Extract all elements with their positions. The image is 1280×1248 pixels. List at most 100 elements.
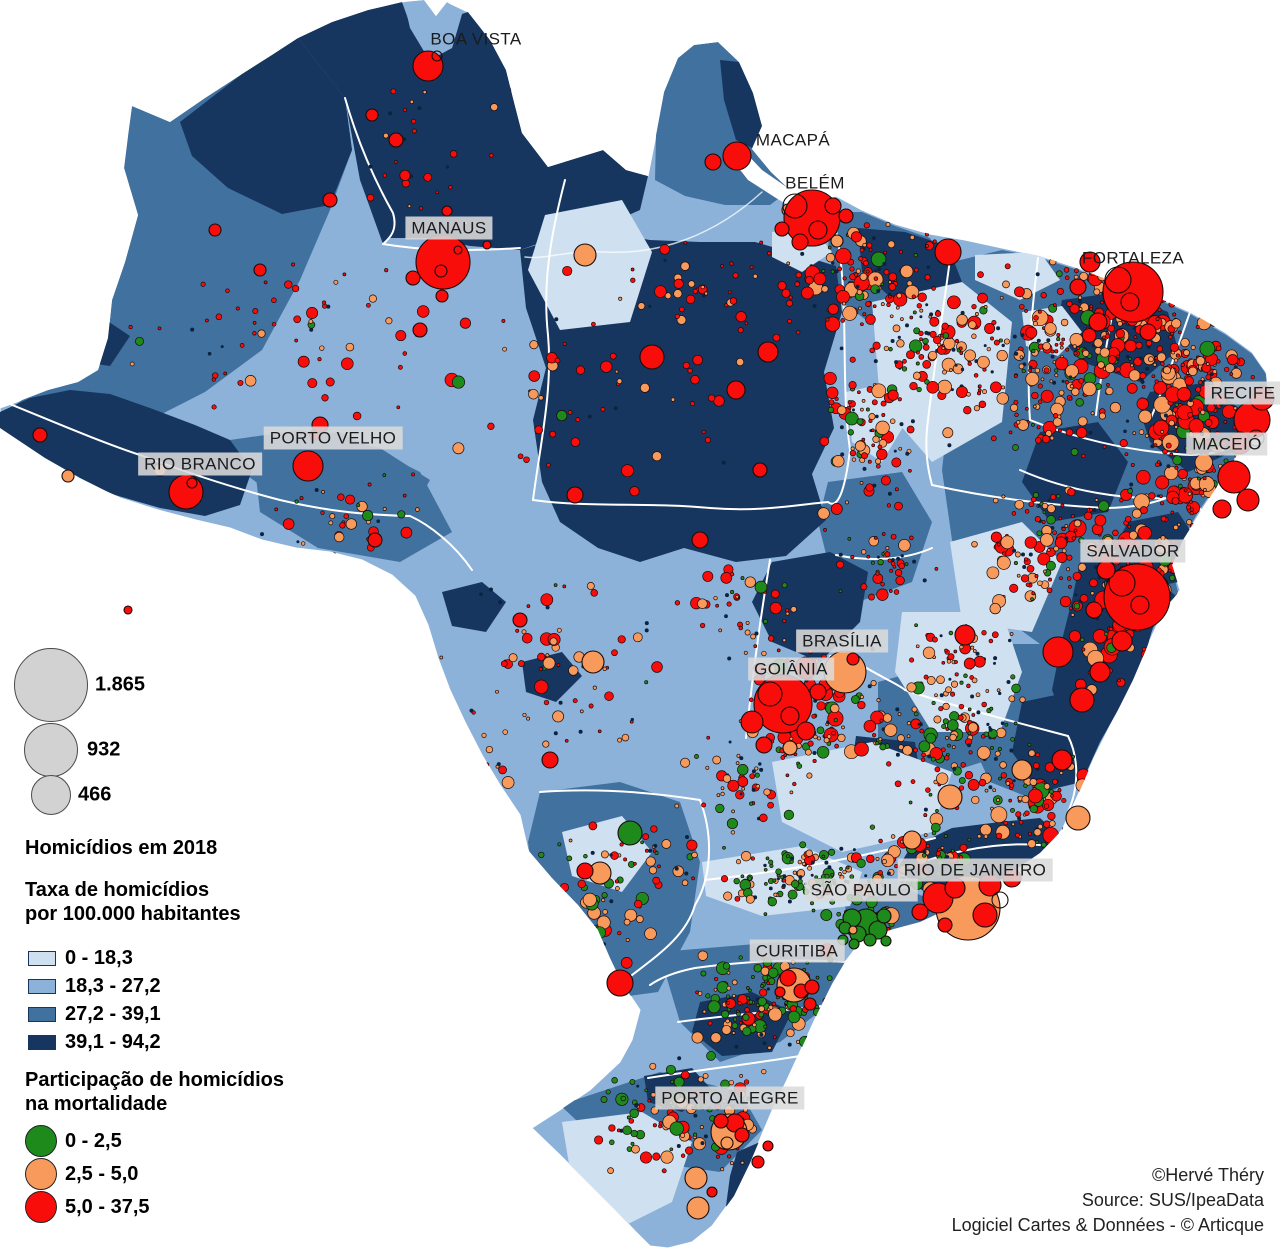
municipality-dot: [459, 317, 471, 329]
municipality-dot: [772, 878, 777, 883]
municipality-dot: [789, 736, 794, 741]
municipality-dot: [996, 542, 1001, 547]
municipality-dot: [446, 729, 451, 734]
municipality-dot: [989, 706, 994, 711]
municipality-dot: [951, 347, 956, 352]
municipality-dot: [623, 857, 628, 862]
municipality-dot: [754, 766, 759, 771]
municipality-dot: [1157, 653, 1163, 660]
municipality-dot: [1109, 782, 1116, 789]
participation-legend-title: Participação de homicídios na mortalidad…: [25, 1068, 284, 1116]
municipality-dot: [842, 305, 858, 321]
municipality-dot: [1090, 783, 1096, 788]
municipality-dot: [928, 350, 938, 361]
municipality-dot: [740, 874, 745, 879]
municipality-dot: [948, 630, 954, 636]
municipality-dot: [998, 776, 1002, 781]
municipality-dot: [921, 752, 926, 758]
municipality-dot: [753, 963, 763, 973]
municipality-dot: [435, 190, 440, 195]
city-label-porto-alegre: PORTO ALEGRE: [655, 1086, 805, 1110]
municipality-dot: [883, 269, 890, 276]
municipality-dot: [947, 443, 952, 448]
municipality-dot: [621, 464, 634, 478]
municipality-dot: [763, 1024, 768, 1029]
municipality-dot: [990, 745, 994, 750]
municipality-dot: [727, 1154, 732, 1159]
city-circle-fortaleza: [934, 238, 962, 266]
municipality-dot: [1136, 397, 1149, 410]
city-circle-maceio: [1236, 488, 1260, 512]
municipality-dot: [1090, 782, 1094, 787]
participation-class-label-1: 2,5 - 5,0: [65, 1163, 139, 1185]
municipality-dot: [996, 555, 1011, 570]
municipality-dot: [895, 305, 900, 310]
municipality-dot: [905, 451, 910, 456]
municipality-dot: [875, 414, 879, 419]
municipality-dot: [501, 318, 506, 323]
municipality-dot: [759, 1032, 764, 1037]
municipality-dot: [296, 540, 300, 544]
municipality-dot: [915, 644, 920, 649]
municipality-dot: [267, 545, 275, 553]
municipality-dot: [1130, 462, 1135, 467]
municipality-dot: [785, 854, 790, 859]
municipality-dot: [786, 299, 793, 307]
municipality-dot: [928, 792, 933, 797]
municipality-dot: [556, 410, 568, 422]
municipality-dot: [764, 882, 768, 886]
municipality-dot: [984, 323, 996, 334]
municipality-dot: [782, 878, 787, 883]
city-circle-manaus: [482, 240, 492, 250]
municipality-dot: [1211, 468, 1217, 473]
municipality-dot: [1008, 638, 1012, 643]
municipality-dot: [591, 321, 596, 327]
municipality-dot: [1037, 552, 1051, 566]
municipality-dot: [737, 1001, 742, 1006]
municipality-dot: [1229, 372, 1234, 376]
municipality-dot: [271, 321, 277, 327]
municipality-dot: [589, 942, 599, 952]
notable-circle: [902, 830, 922, 850]
city-circle-brasilia: [809, 683, 827, 701]
municipality-dot: [630, 1129, 638, 1138]
municipality-dot: [922, 646, 936, 659]
municipality-dot: [835, 247, 852, 265]
municipality-dot: [215, 313, 223, 321]
municipality-dot: [382, 173, 387, 178]
municipality-dot: [1178, 286, 1186, 294]
municipality-dot: [705, 765, 710, 770]
municipality-dot: [1018, 820, 1024, 825]
municipality-dot: [964, 771, 974, 780]
municipality-dot: [1099, 827, 1104, 832]
municipality-dot: [993, 339, 1000, 346]
municipality-dot: [954, 672, 959, 677]
municipality-dot: [515, 628, 520, 633]
municipality-dot: [343, 513, 350, 519]
municipality-dot: [692, 288, 698, 294]
municipality-dot: [1037, 309, 1042, 314]
participation-class-dot-0: [25, 1125, 57, 1157]
municipality-dot: [860, 583, 868, 591]
municipality-dot: [614, 879, 619, 884]
municipality-dot: [913, 327, 921, 335]
municipality-dot: [996, 392, 1009, 405]
municipality-dot: [663, 258, 667, 262]
municipality-dot: [1002, 280, 1010, 289]
municipality-dot: [966, 683, 971, 689]
municipality-dot: [967, 779, 980, 791]
municipality-dot: [1027, 839, 1037, 849]
municipality-dot: [597, 729, 602, 734]
municipality-dot: [307, 378, 318, 389]
municipality-dot: [1071, 536, 1076, 541]
municipality-dot: [990, 435, 997, 442]
municipality-dot: [827, 1033, 832, 1038]
municipality-dot: [1068, 630, 1081, 643]
municipality-dot: [1046, 548, 1051, 552]
city-circle-brasilia: [846, 652, 860, 666]
municipality-dot: [980, 734, 986, 739]
municipality-dot: [534, 679, 549, 694]
municipality-dot: [252, 321, 257, 325]
municipality-dot: [635, 915, 644, 923]
municipality-dot: [876, 588, 889, 601]
